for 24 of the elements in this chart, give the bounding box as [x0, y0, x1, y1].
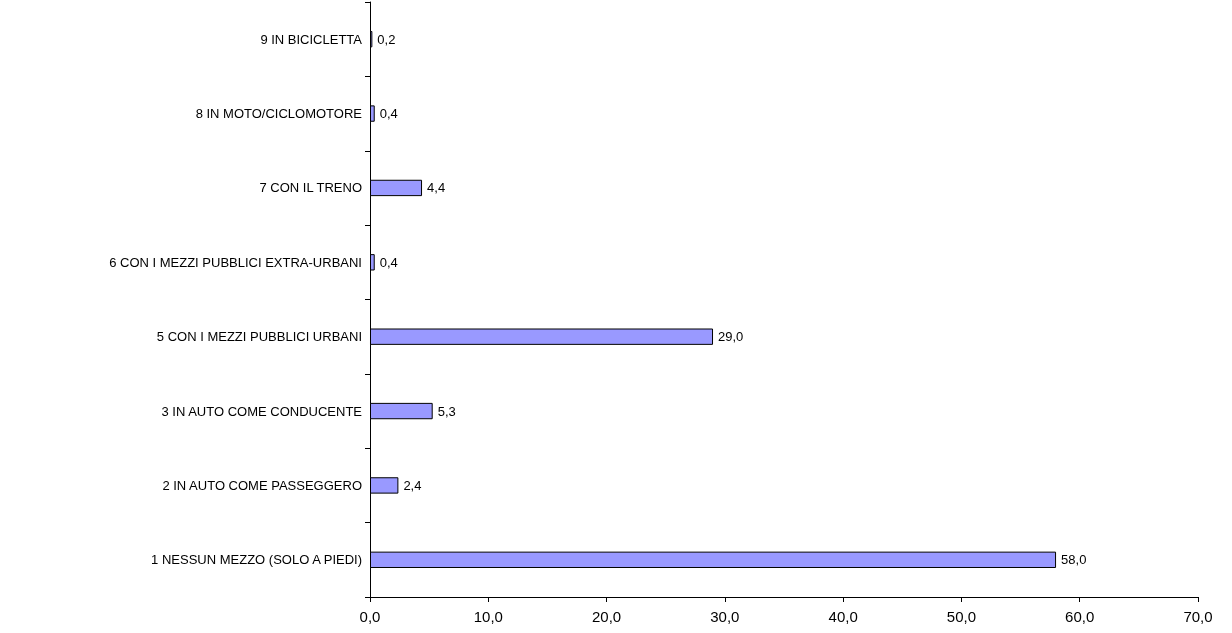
x-tick-label: 30,0	[710, 608, 740, 625]
data-label: 4,4	[427, 180, 446, 196]
data-label: 0,2	[377, 31, 396, 47]
x-tick-label: 50,0	[946, 608, 977, 625]
x-tick-label: 40,0	[828, 608, 858, 625]
data-label: 58,0	[1061, 552, 1087, 568]
x-tick-label: 10,0	[473, 608, 503, 625]
data-label: 2,4	[403, 477, 422, 493]
y-tick-label: 5 CON I MEZZI PUBBLICI URBANI	[156, 329, 362, 345]
y-tick-label: 8 IN MOTO/CICLOMOTORE	[195, 106, 363, 122]
y-tick-label: 9 IN BICICLETTA	[260, 31, 363, 47]
x-tick-label: 60,0	[1065, 608, 1095, 625]
x-tick-label: 20,0	[591, 608, 622, 625]
data-label: 0,4	[379, 106, 398, 122]
y-tick-label: 7 CON IL TRENO	[259, 180, 362, 196]
data-label: 29,0	[718, 329, 744, 345]
y-tick-label: 3 IN AUTO COME CONDUCENTE	[161, 403, 363, 419]
x-tick-label: 0,0	[359, 608, 381, 625]
y-tick-label: 2 IN AUTO COME PASSEGGERO	[162, 477, 362, 493]
y-tick-label: 1 NESSUN MEZZO (SOLO A PIEDI)	[151, 552, 362, 568]
data-label: 5,3	[437, 403, 456, 419]
data-label: 0,4	[379, 254, 398, 270]
y-tick-label: 6 CON I MEZZI PUBBLICI EXTRA-URBANI	[109, 254, 362, 270]
x-tick-label: 70,0	[1183, 608, 1213, 625]
